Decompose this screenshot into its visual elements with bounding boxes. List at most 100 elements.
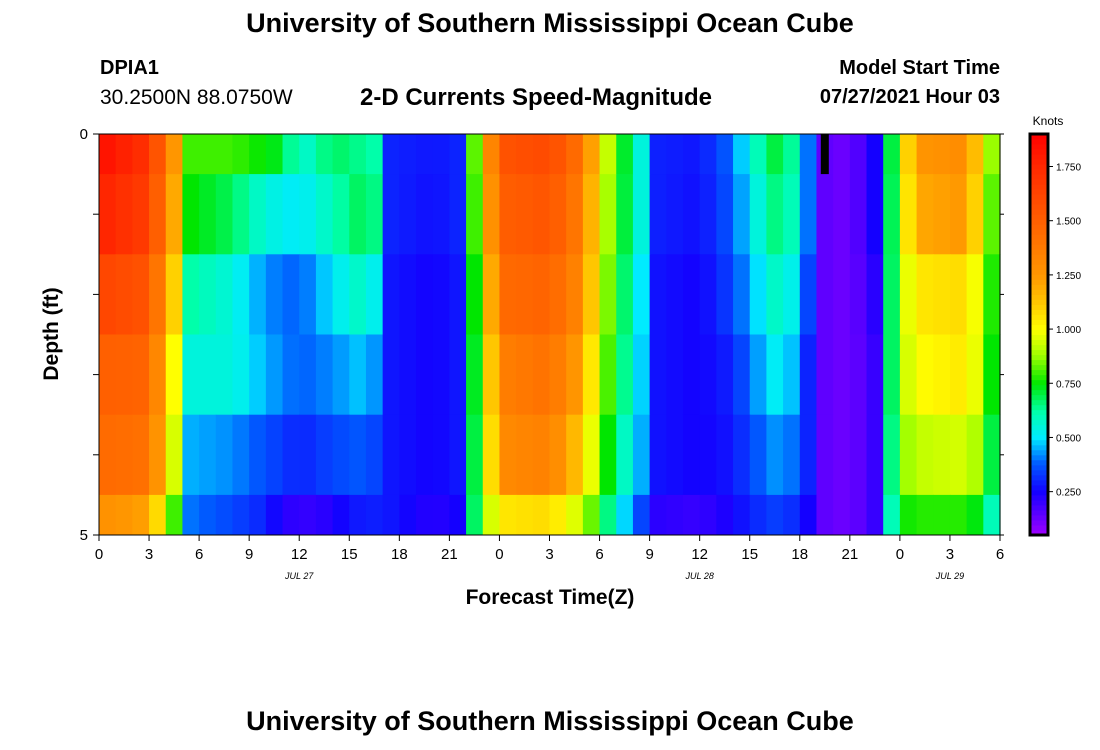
heatmap-cell <box>382 174 400 255</box>
heatmap-cell <box>749 134 768 175</box>
heatmap-cell <box>265 494 284 536</box>
heatmap-cell <box>499 494 517 536</box>
heatmap-cell <box>666 494 684 536</box>
heatmap-cell <box>315 334 334 416</box>
heatmap-cell <box>866 134 884 175</box>
heatmap-cell <box>649 254 667 335</box>
colorbar-segment <box>1030 499 1048 506</box>
heatmap-cell <box>532 134 551 175</box>
heatmap-cell <box>616 174 634 255</box>
heatmap-cell <box>799 494 818 536</box>
heatmap-cell <box>315 174 334 255</box>
heatmap-cell <box>599 414 617 496</box>
heatmap-cell <box>182 494 200 536</box>
heatmap-cell <box>766 254 784 335</box>
colorbar-segment <box>1030 224 1048 230</box>
heatmap-cell <box>616 414 634 496</box>
heatmap-cell <box>315 254 334 335</box>
colorbar-segment <box>1030 414 1048 421</box>
colorbar: 0.250 0.500 0.750 1.000 1.250 1.500 1.750 <box>1028 132 1081 537</box>
heatmap-cell <box>816 174 834 255</box>
heatmap-cell <box>816 254 834 335</box>
heatmap-cell <box>733 254 751 335</box>
x-tick-label: 3 <box>145 546 153 563</box>
heatmap-cell <box>766 334 784 416</box>
heatmap-cell <box>416 414 434 496</box>
colorbar-segment <box>1030 194 1048 200</box>
colorbar-segment <box>1030 394 1048 401</box>
heatmap-cell <box>499 254 517 335</box>
colorbar-segment <box>1030 149 1048 155</box>
heatmap-cell <box>566 334 584 416</box>
heatmap-cell <box>332 254 350 335</box>
colorbar-segment <box>1030 364 1048 371</box>
x-tick-label: 6 <box>996 546 1004 563</box>
colorbar-segment <box>1030 484 1048 491</box>
heatmap-cell <box>399 174 417 255</box>
heatmap-cell <box>983 174 1001 255</box>
heatmap-cell <box>265 254 284 335</box>
heatmap-cell <box>482 174 501 255</box>
heatmap-cell <box>199 414 217 496</box>
heatmap-cell <box>516 494 534 536</box>
heatmap-cell <box>132 494 150 536</box>
heatmap-cell <box>766 494 784 536</box>
heatmap-cell <box>132 254 150 335</box>
colorbar-segment <box>1030 354 1048 361</box>
station-coordinates: 30.2500N 88.0750W <box>100 86 293 109</box>
colorbar-segment <box>1030 279 1048 285</box>
colorbar-segment <box>1030 479 1048 486</box>
heatmap-cells <box>99 134 1001 536</box>
heatmap-cell <box>749 254 768 335</box>
heatmap-cell <box>182 414 200 496</box>
colorbar-segment <box>1030 169 1048 175</box>
heatmap-cell <box>866 254 884 335</box>
colorbar-segment <box>1030 234 1048 240</box>
heatmap-cell <box>566 494 584 536</box>
heatmap-cell <box>632 494 651 536</box>
heatmap-cell <box>132 334 150 416</box>
heatmap-cell <box>766 174 784 255</box>
heatmap-cell <box>99 174 117 255</box>
heatmap-cell <box>666 174 684 255</box>
y-axis-label: Depth (ft) <box>40 287 63 380</box>
heatmap-cell <box>916 494 934 536</box>
heatmap-cell <box>315 134 334 175</box>
colorbar-label: Knots <box>1033 114 1064 128</box>
colorbar-segment <box>1030 214 1048 220</box>
heatmap-cell <box>682 134 701 175</box>
heatmap-cell <box>165 494 184 536</box>
heatmap-cell <box>799 334 818 416</box>
heatmap-cell <box>783 254 801 335</box>
heatmap-cell <box>599 254 617 335</box>
heatmap-cell <box>816 494 834 536</box>
colorbar-segment <box>1030 494 1048 501</box>
heatmap-cell <box>382 334 400 416</box>
colorbar-segment <box>1030 514 1048 521</box>
heatmap-cell <box>833 334 851 416</box>
heatmap-cell <box>182 334 200 416</box>
heatmap-cell <box>249 254 267 335</box>
heatmap-cell <box>682 174 701 255</box>
heatmap-cell <box>516 254 534 335</box>
colorbar-segment <box>1030 504 1048 511</box>
heatmap-cell <box>482 254 501 335</box>
heatmap-cell <box>783 134 801 175</box>
heatmap-cell <box>649 334 667 416</box>
colorbar-segment <box>1030 429 1048 436</box>
heatmap-cell <box>332 414 350 496</box>
heatmap-cell <box>799 134 818 175</box>
colorbar-segment <box>1030 489 1048 496</box>
heatmap-cell <box>749 414 768 496</box>
heatmap-cell <box>349 134 367 175</box>
heatmap-cell <box>916 254 934 335</box>
heatmap-cell <box>115 134 133 175</box>
heatmap-cell <box>649 134 667 175</box>
heatmap-cell <box>199 134 217 175</box>
heatmap-cell <box>466 254 484 335</box>
colorbar-segment <box>1030 439 1048 446</box>
colorbar-tick-label: 1.750 <box>1056 163 1081 174</box>
colorbar-segment <box>1030 369 1048 376</box>
heatmap-cell <box>582 494 601 536</box>
heatmap-cell <box>232 174 250 255</box>
